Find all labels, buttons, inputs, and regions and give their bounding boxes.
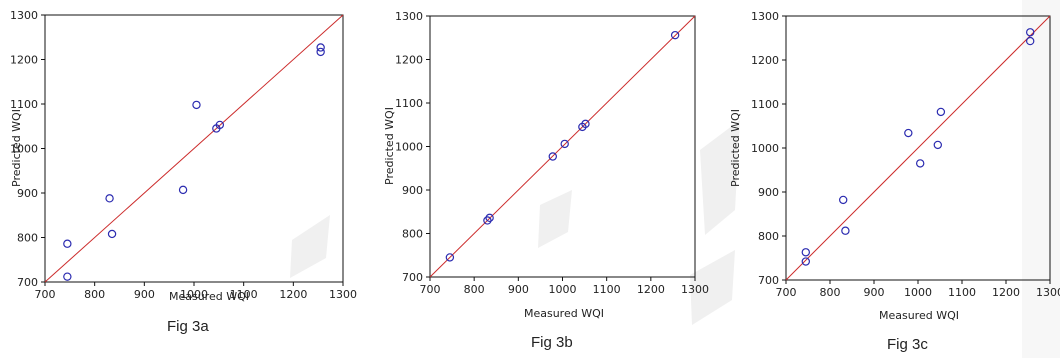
data-point: [801, 248, 811, 257]
data-point: [936, 107, 946, 117]
data-point: [483, 216, 492, 225]
x-tick-label: 700: [420, 283, 441, 296]
y-tick-label: 1300: [10, 9, 38, 22]
x-tick-label: 1300: [681, 283, 709, 296]
x-tick-label: 800: [84, 288, 105, 301]
y-tick-label: 900: [17, 187, 38, 200]
x-tick-label: 700: [35, 288, 56, 301]
x-tick-label: 700: [776, 286, 797, 299]
x-axis-label: Measured WQI: [879, 309, 959, 322]
data-point: [178, 185, 188, 195]
y-tick-label: 700: [758, 274, 779, 287]
data-point: [1026, 28, 1035, 37]
x-tick-label: 1300: [329, 288, 357, 301]
x-tick-label: 1100: [948, 286, 976, 299]
y-tick-label: 1200: [10, 54, 38, 67]
figure-caption-a: Fig 3a: [167, 318, 209, 335]
y-tick-label: 900: [758, 186, 779, 199]
data-point: [904, 128, 913, 138]
data-point: [838, 195, 848, 205]
y-tick-label: 800: [758, 230, 779, 243]
y-axis-label: Predicted WQI: [729, 109, 742, 187]
reference-line: [785, 15, 1051, 281]
data-point: [316, 47, 325, 57]
y-tick-label: 1200: [395, 54, 423, 67]
data-point: [63, 239, 72, 248]
figure-caption-c: Fig 3c: [887, 336, 928, 353]
reference-line: [44, 14, 344, 283]
y-axis-label: Predicted WQI: [10, 109, 23, 187]
x-tick-label: 1200: [992, 286, 1020, 299]
margin-strip: [1022, 0, 1060, 358]
y-axis-label: Predicted WQI: [383, 107, 396, 185]
x-axis-label-group: Measured WQI: [169, 290, 249, 303]
data-point: [581, 119, 590, 129]
data-point: [215, 120, 225, 130]
x-tick-label: 800: [464, 283, 485, 296]
y-tick-label: 700: [17, 276, 38, 289]
data-point: [841, 226, 850, 235]
y-axis-label-group: Predicted WQI: [10, 109, 23, 187]
data-point: [485, 213, 494, 223]
data-point: [316, 43, 325, 52]
x-tick-label: 1000: [904, 286, 932, 299]
data-point: [1026, 36, 1035, 46]
y-tick-label: 1000: [751, 142, 779, 155]
data-point: [192, 100, 201, 110]
data-point: [445, 253, 455, 262]
data-point: [560, 139, 569, 149]
data-point: [105, 194, 114, 203]
x-tick-label: 900: [864, 286, 885, 299]
y-tick-label: 800: [402, 228, 423, 241]
x-tick-label: 1100: [230, 288, 258, 301]
x-tick-label: 800: [820, 286, 841, 299]
y-tick-label: 1000: [10, 143, 38, 156]
y-tick-label: 1100: [10, 98, 38, 111]
x-tick-label: 1000: [180, 288, 208, 301]
y-tick-label: 1300: [751, 10, 779, 23]
data-point: [548, 152, 557, 161]
x-tick-label: 1200: [279, 288, 307, 301]
x-tick-label: 900: [508, 283, 529, 296]
data-point: [63, 272, 72, 281]
x-tick-label: 1100: [593, 283, 621, 296]
data-point: [801, 257, 811, 266]
y-tick-label: 1100: [395, 97, 423, 110]
x-tick-label: 1200: [637, 283, 665, 296]
y-tick-label: 1100: [751, 98, 779, 111]
y-tick-label: 1300: [395, 10, 423, 23]
figure-caption-b: Fig 3b: [531, 334, 573, 351]
y-tick-label: 1200: [751, 54, 779, 67]
data-point: [107, 229, 117, 239]
y-tick-label: 900: [402, 184, 423, 197]
x-axis-label: Measured WQI: [169, 290, 249, 303]
x-tick-label: 900: [134, 288, 155, 301]
data-point: [933, 140, 942, 150]
x-tick-label: 1300: [1036, 286, 1060, 299]
x-axis-label: Measured WQI: [524, 307, 604, 320]
y-tick-label: 800: [17, 232, 38, 245]
x-tick-label: 1000: [549, 283, 577, 296]
data-point: [915, 159, 925, 168]
y-tick-label: 1000: [395, 141, 423, 154]
data-point: [670, 30, 680, 40]
y-tick-label: 700: [402, 271, 423, 284]
